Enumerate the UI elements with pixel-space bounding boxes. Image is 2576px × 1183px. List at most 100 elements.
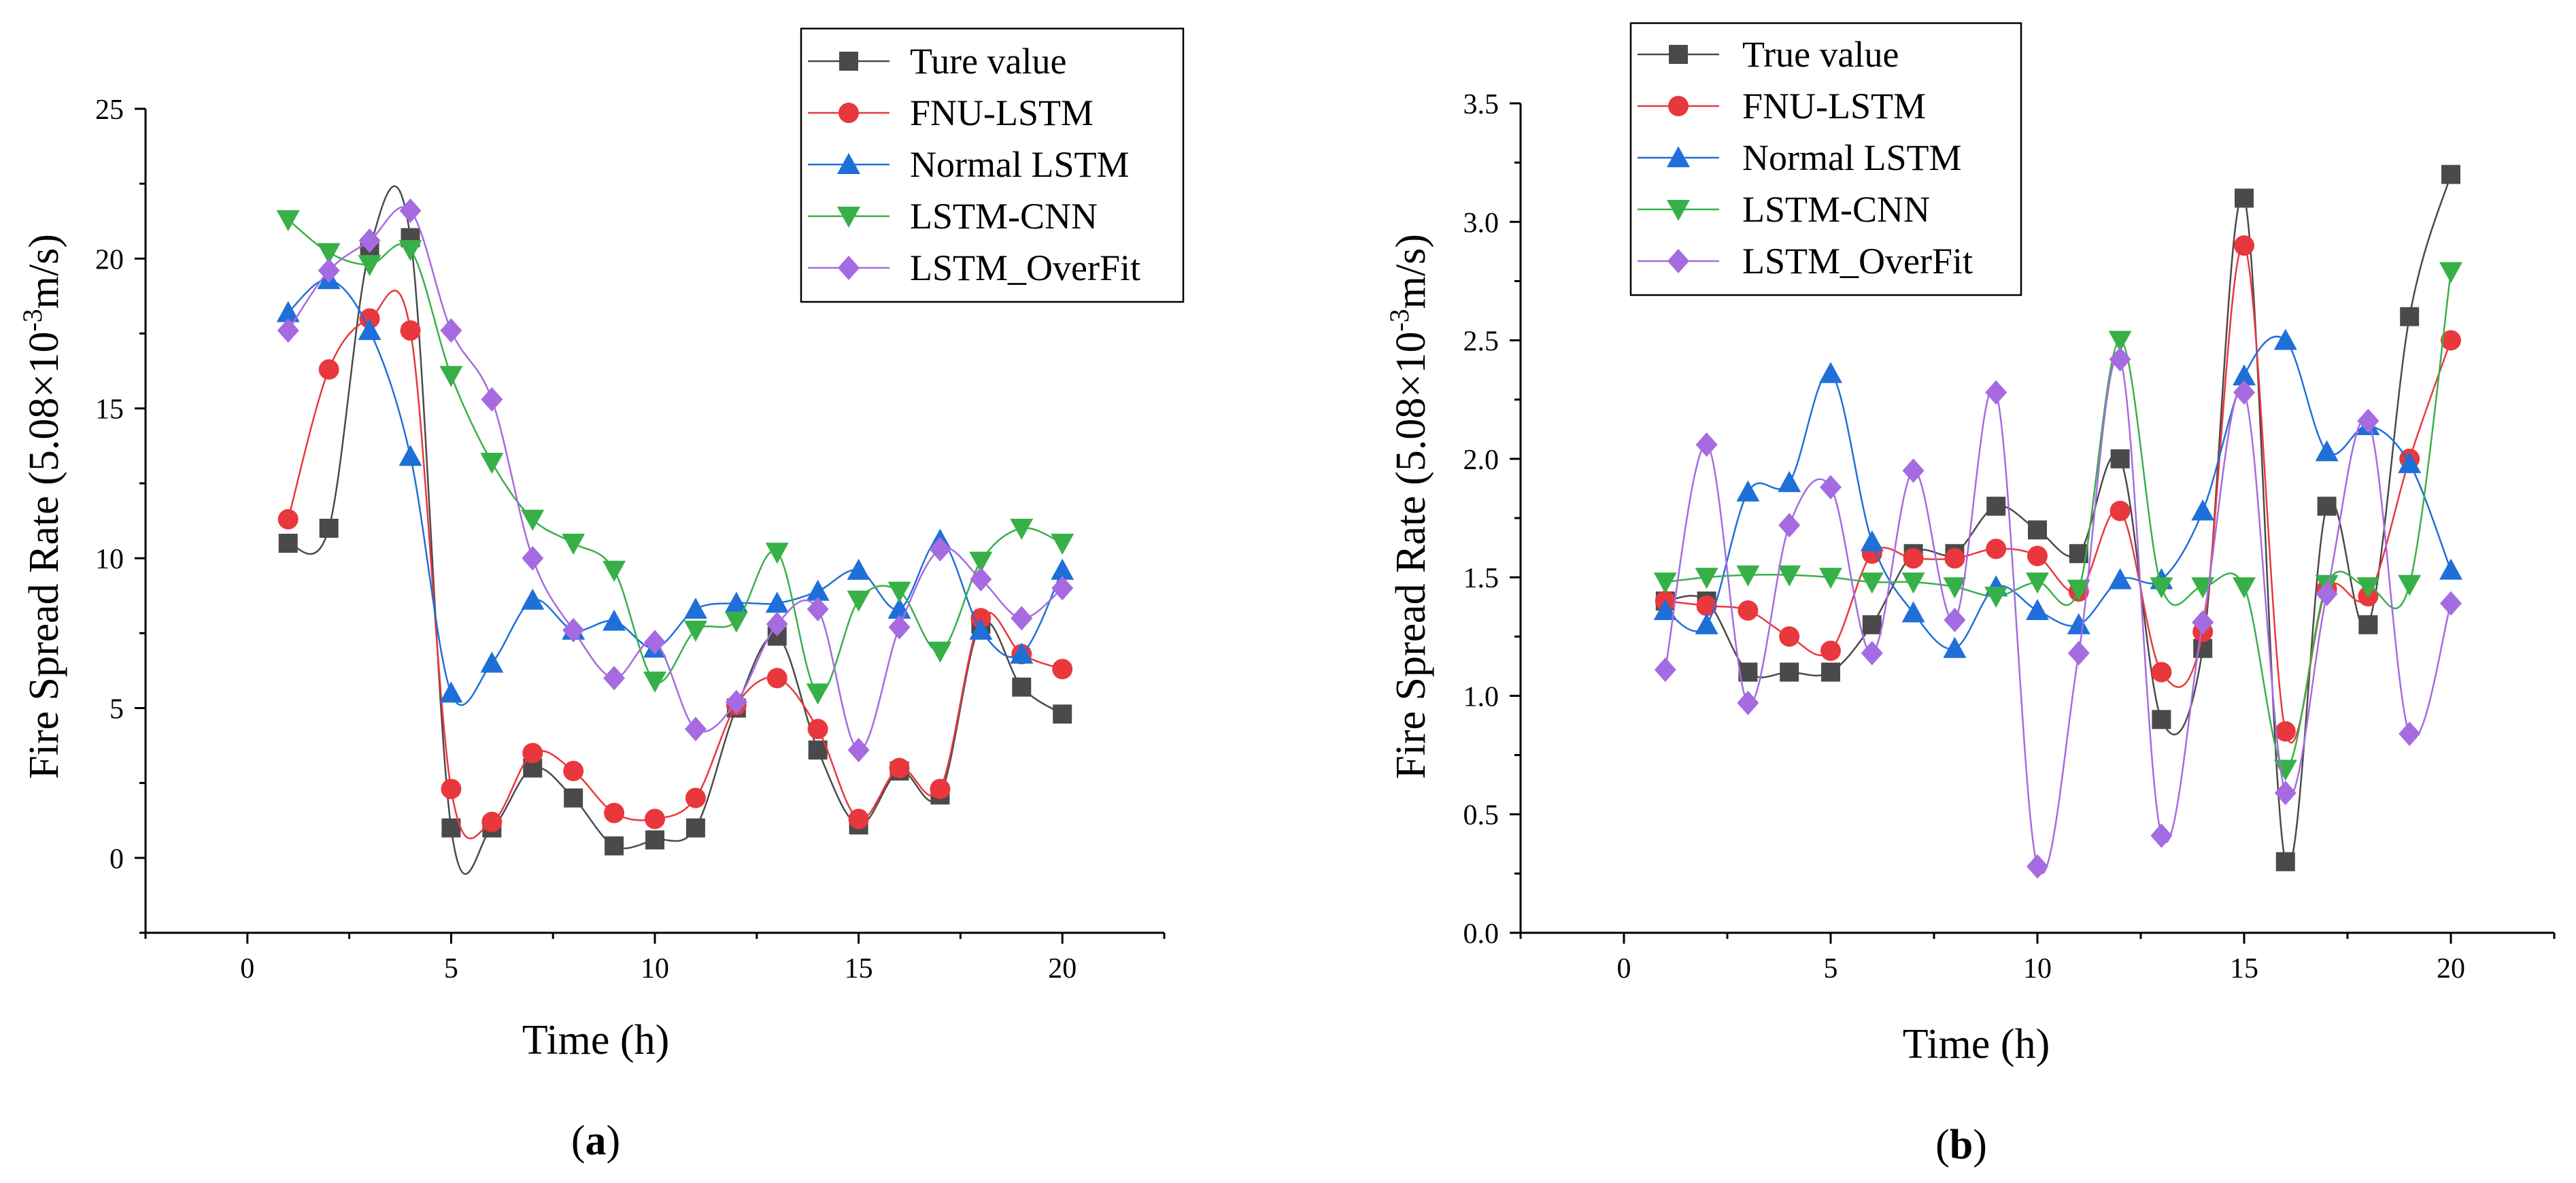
y-axis-title-prefix: Fire Spread Rate (5.08×10 (21, 332, 67, 779)
y-axis-title: Fire Spread Rate (5.08×10-3m/s) (17, 234, 67, 779)
data-point (2150, 823, 2173, 848)
data-point (1011, 606, 1033, 631)
data-point (724, 592, 748, 613)
data-point (563, 761, 584, 782)
data-point (276, 210, 300, 232)
data-point (1051, 576, 1074, 601)
data-point (440, 318, 462, 343)
data-point (929, 536, 951, 562)
data-point (725, 689, 747, 715)
data-point (2275, 852, 2295, 872)
data-point (1903, 548, 1924, 569)
chart-panel-b: Time (h) Fire Spread Rate (5.08×10-3m/s)… (1384, 22, 2556, 1168)
y-tick-label: 0.5 (1463, 800, 1499, 831)
data-point (603, 560, 626, 582)
data-point (887, 581, 911, 603)
data-point (683, 598, 707, 619)
data-point (2027, 545, 2048, 566)
x-tick-label: 10 (641, 953, 669, 984)
y-axis-title-exponent: -3 (1384, 309, 1414, 331)
y-axis-title-prefix: Fire Spread Rate (5.08×10 (1388, 332, 1434, 779)
legend-label: Normal LSTM (1742, 137, 1961, 178)
data-point (806, 683, 830, 705)
data-point (317, 243, 341, 264)
data-point (605, 836, 624, 856)
y-tick-label: 25 (95, 95, 124, 126)
data-point (1943, 577, 1967, 599)
series-line (1665, 271, 2452, 770)
panel-label: (a) (571, 1118, 620, 1164)
data-point (2357, 409, 2379, 434)
x-tick-label: 15 (2230, 953, 2258, 984)
legend-box (1629, 22, 2022, 296)
data-point (1984, 587, 2008, 608)
data-point (2027, 854, 2048, 879)
legend-marker (837, 153, 860, 174)
chart-panel-a: Time (h) Fire Spread Rate (5.08×10-3m/s)… (17, 27, 1185, 1164)
series-line (288, 185, 1063, 875)
y-axis-title-suffix: m/s) (21, 234, 67, 309)
data-point (562, 617, 585, 642)
data-point (1821, 662, 1840, 682)
data-point (2108, 568, 2132, 589)
legend-item: LSTM-CNN (808, 196, 1098, 237)
data-point (848, 808, 869, 829)
data-point (1695, 432, 1718, 457)
data-point (1860, 530, 1884, 551)
data-point (2109, 347, 2131, 372)
data-point (399, 198, 422, 223)
legend-item: Ture value (808, 41, 1066, 82)
data-point (1052, 659, 1073, 680)
y-tick-label: 3.0 (1463, 207, 1499, 239)
series-lstm-overfit (1654, 347, 2462, 879)
data-point (1943, 636, 1967, 658)
data-point (2026, 572, 2049, 594)
data-point (765, 592, 789, 613)
data-point (765, 543, 789, 564)
data-point (522, 546, 544, 571)
series-line (1664, 356, 2452, 874)
data-point (1820, 475, 1842, 500)
x-tick-label: 20 (2437, 953, 2465, 984)
data-point (441, 778, 462, 800)
data-point (645, 808, 665, 829)
data-point (2399, 721, 2421, 747)
data-point (1819, 568, 1842, 589)
x-tick-label: 0 (1617, 953, 1631, 984)
series-line (1665, 335, 2452, 650)
legend-item: FNU-LSTM (1638, 86, 1926, 126)
data-point (888, 615, 911, 640)
y-axis-title-suffix: m/s) (1388, 234, 1434, 309)
data-point (1695, 568, 1718, 589)
data-point (1012, 677, 1032, 697)
data-point (1819, 362, 1842, 383)
data-point (2067, 613, 2090, 634)
data-point (2441, 165, 2460, 184)
series-line (287, 290, 1063, 840)
data-point (2233, 577, 2256, 599)
data-point (1861, 640, 1883, 666)
data-point (1778, 470, 1801, 492)
data-point (644, 630, 666, 655)
data-point (2274, 781, 2297, 806)
data-point (604, 802, 625, 823)
data-point (685, 787, 706, 808)
data-point (1778, 513, 1801, 538)
legend-marker (838, 256, 860, 280)
data-point (1901, 601, 1925, 623)
data-point (439, 366, 463, 388)
data-point (2028, 520, 2047, 540)
data-point (683, 620, 707, 642)
data-point (359, 308, 380, 329)
x-tick-label: 5 (1824, 953, 1838, 984)
legend-item: LSTM-CNN (1638, 189, 1930, 230)
y-axis-title: Fire Spread Rate (5.08×10-3m/s) (1384, 234, 1434, 779)
x-tick-label: 10 (2023, 953, 2052, 984)
legend-label: LSTM-CNN (910, 196, 1098, 237)
legend-item: LSTM_OverFit (1638, 241, 1973, 281)
data-point (1862, 615, 1882, 634)
panel-label: (b) (1935, 1122, 1987, 1168)
data-point (481, 387, 503, 412)
series-fnu-lstm (277, 290, 1073, 840)
